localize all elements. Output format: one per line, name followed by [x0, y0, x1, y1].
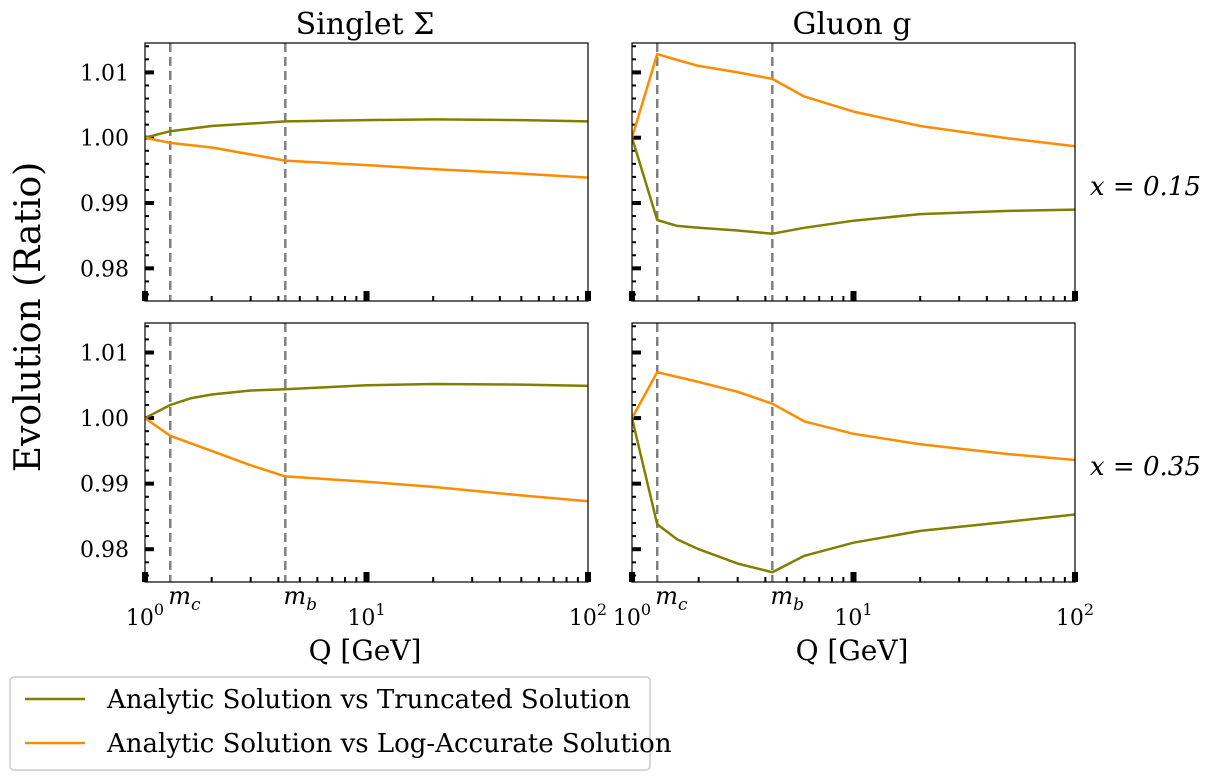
x-tick-label: 102	[1056, 600, 1094, 631]
y-tick-label: 0.98	[80, 538, 129, 563]
series-line-log-accurate	[145, 136, 588, 179]
y-tick-label: 0.98	[80, 257, 129, 282]
row-label-bottom: x = 0.35	[1090, 452, 1201, 482]
series-line-truncated	[145, 382, 588, 420]
panel-2: 0.98 0.99 1.00 1.01 100 101 102 mc mb	[80, 322, 607, 631]
panel-3: 100 101 102 mc mb	[613, 322, 1094, 631]
x-major-tick	[363, 572, 370, 582]
series-line-truncated	[632, 137, 1075, 235]
y-tick-label: 1.00	[80, 407, 129, 432]
y-tick-label: 1.00	[80, 127, 129, 152]
legend-label-truncated: Analytic Solution vs Truncated Solution	[106, 685, 631, 715]
y-tick-label: 1.01	[80, 61, 129, 86]
y-tick-label: 0.99	[80, 192, 129, 217]
y-axis-label: Evolution (Ratio)	[8, 162, 49, 472]
x-tick-label: 101	[347, 600, 385, 631]
plot-frame	[631, 42, 1076, 302]
threshold-label: mb	[283, 582, 317, 615]
x-tick-label: 101	[834, 600, 872, 631]
panel-1	[629, 42, 1078, 302]
col-title-gluon: Gluon g	[792, 7, 911, 42]
series-line-log-accurate	[145, 417, 588, 503]
row-label-top: x = 0.15	[1090, 172, 1201, 202]
plot-frame	[144, 42, 589, 302]
series-line-truncated	[145, 118, 588, 139]
x-axis-label-right: Q [GeV]	[796, 634, 909, 667]
series-line-log-accurate	[632, 52, 1075, 148]
plot-frame	[631, 322, 1076, 583]
x-major-tick	[363, 291, 370, 301]
series-line-truncated	[632, 417, 1075, 574]
x-major-tick	[850, 572, 857, 582]
y-tick-label: 1.01	[80, 342, 129, 367]
y-tick-label: 0.99	[80, 473, 129, 498]
legend-label-log-accurate: Analytic Solution vs Log-Accurate Soluti…	[106, 729, 672, 759]
legend: Analytic Solution vs Truncated Solution …	[9, 676, 672, 771]
x-tick-label: 100	[613, 600, 651, 631]
threshold-label: mc	[168, 582, 201, 615]
x-axis-label-left: Q [GeV]	[309, 634, 422, 667]
col-title-singlet: Singlet Σ	[296, 7, 435, 42]
series-line-log-accurate	[632, 370, 1075, 462]
plot-frame	[144, 322, 589, 583]
panel-0: 0.98 0.99 1.00 1.01	[80, 42, 591, 302]
legend-frame	[9, 676, 651, 771]
threshold-label: mb	[770, 582, 804, 615]
x-tick-label: 100	[126, 600, 164, 631]
threshold-label: mc	[655, 582, 688, 615]
x-tick-label: 102	[569, 600, 607, 631]
x-major-tick	[850, 291, 857, 301]
